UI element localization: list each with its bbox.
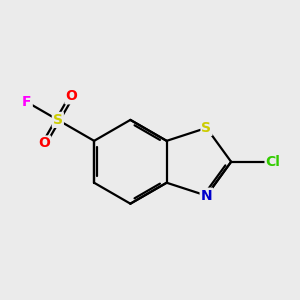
Text: F: F bbox=[22, 95, 32, 109]
Text: O: O bbox=[38, 136, 50, 151]
Text: N: N bbox=[201, 189, 212, 203]
Text: O: O bbox=[65, 89, 77, 103]
Text: S: S bbox=[202, 121, 212, 135]
Text: Cl: Cl bbox=[266, 155, 280, 169]
Text: S: S bbox=[53, 113, 63, 127]
